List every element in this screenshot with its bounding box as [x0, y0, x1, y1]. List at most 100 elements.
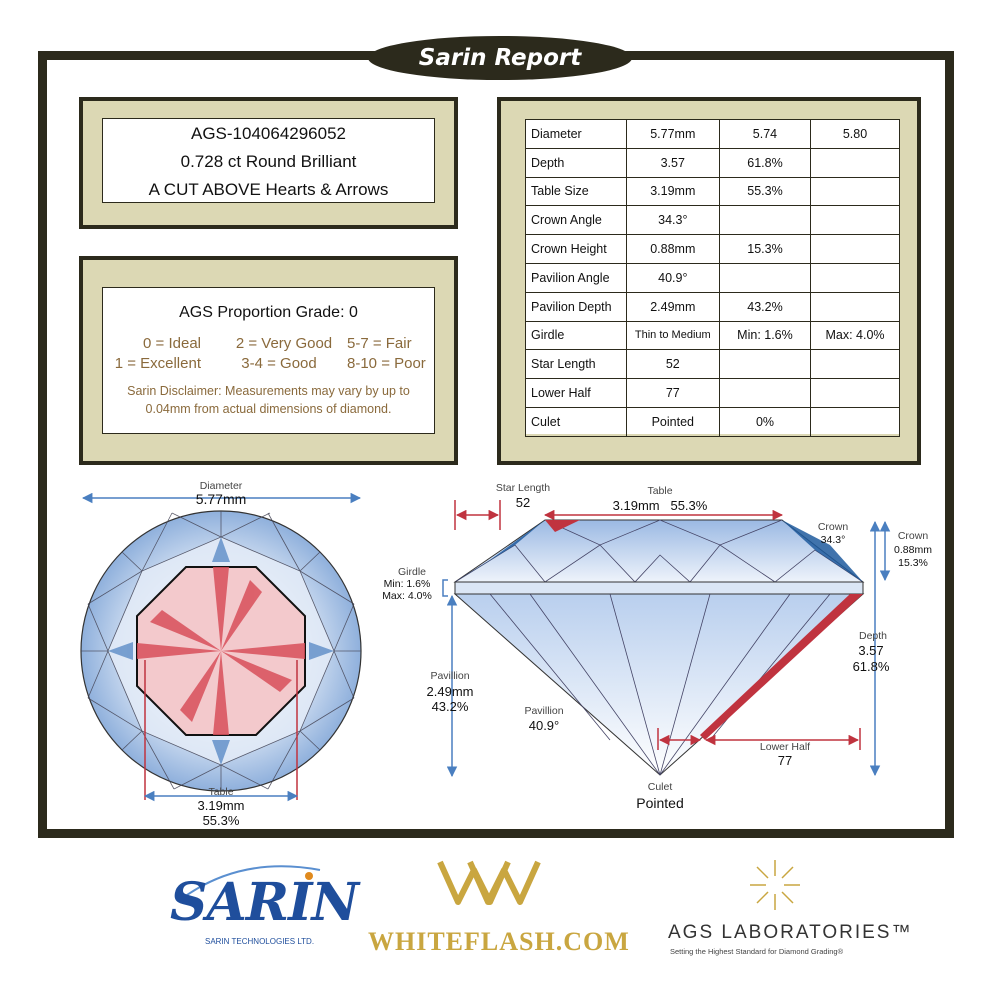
- whiteflash-emblem: [437, 860, 541, 905]
- grade-excellent: 1 = Excellent: [114, 355, 201, 372]
- top-table-pct: 55.3%: [202, 813, 240, 828]
- measurement-label: Diameter: [525, 119, 627, 149]
- measurement-value: 3.57: [625, 147, 720, 178]
- measurement-row: Table Size 3.19mm 55.3%: [525, 176, 900, 207]
- measurement-row: Girdle Thin to Medium Min: 1.6% Max: 4.0%: [525, 320, 900, 351]
- ags-sunburst-icon: [750, 860, 800, 910]
- girdle-min: Min: 1.6%: [383, 578, 431, 590]
- side-table-label: Table: [647, 485, 673, 497]
- measurement-value: [718, 349, 812, 380]
- measurement-value: 2.49mm: [625, 291, 720, 322]
- girdle-max: Max: 4.0%: [382, 590, 432, 602]
- disclaimer-line-1: Sarin Disclaimer: Measurements may vary …: [127, 384, 410, 398]
- measurement-row: Culet Pointed 0%: [525, 406, 900, 437]
- measurement-row: Lower Half 77: [525, 378, 900, 408]
- measurement-value: 5.80: [810, 119, 900, 149]
- grade-box: AGS Proportion Grade: 0 0 = Ideal 2 = Ve…: [102, 287, 435, 434]
- side-view-diamond: [453, 519, 865, 776]
- measurement-value: [810, 176, 900, 207]
- grade-fair: 5-7 = Fair: [347, 335, 412, 352]
- girdle-label: Girdle: [397, 566, 426, 578]
- measurement-row: Crown Height 0.88mm 15.3%: [525, 234, 900, 264]
- report-title: Sarin Report: [368, 36, 632, 80]
- sarin-disclaimer: Sarin Disclaimer: Measurements may vary …: [103, 382, 434, 418]
- pavilion-depth-pct: 43.2%: [431, 699, 469, 714]
- top-table-label: Table: [208, 786, 234, 798]
- measurement-value: Pointed: [625, 406, 720, 437]
- grade-scale-row-2: 1 = Excellent 3-4 = Good 8-10 = Poor: [103, 354, 434, 374]
- measurement-label: Culet: [525, 406, 627, 437]
- lower-half-label: Lower Half: [759, 741, 811, 753]
- sarin-swoosh-icon: [179, 865, 321, 901]
- carat-shape: 0.728 ct Round Brilliant: [180, 152, 357, 171]
- measurement-value: 43.2%: [718, 291, 812, 322]
- cut-name: A CUT ABOVE Hearts & Arrows: [148, 180, 389, 199]
- measurements-table: Diameter 5.77mm 5.74 5.80 Depth 3.57 61.8% Tabl…: [525, 119, 900, 437]
- measurement-value: 34.3°: [625, 205, 720, 236]
- star-length-label: Star Length: [495, 482, 551, 494]
- measurement-value: Min: 1.6%: [718, 320, 812, 351]
- star-length-value: 52: [515, 495, 531, 510]
- measurement-value: Thin to Medium: [625, 320, 720, 351]
- measurement-value: [810, 406, 900, 437]
- measurement-label: Pavilion Angle: [525, 262, 627, 293]
- grade-good: 3-4 = Good: [241, 355, 317, 372]
- grade-ideal: 0 = Ideal: [143, 335, 201, 352]
- crown-height-mm: 0.88mm: [894, 544, 932, 556]
- grade-very-good: 2 = Very Good: [235, 335, 333, 352]
- measurement-row: Pavilion Depth 2.49mm 43.2%: [525, 291, 900, 322]
- side-table-values: 3.19mm 55.3%: [612, 498, 708, 513]
- grade-scale-row-1: 0 = Ideal 2 = Very Good 5-7 = Fair: [103, 334, 434, 354]
- measurement-value: [810, 378, 900, 408]
- crown-height-label: Crown: [897, 530, 929, 542]
- girdle-bracket: [442, 579, 448, 597]
- lower-half-value: 77: [777, 753, 793, 768]
- measurement-label: Crown Angle: [525, 205, 627, 236]
- pavilion-depth-mm: 2.49mm: [426, 684, 474, 699]
- ags-tagline: Setting the Highest Standard for Diamond…: [670, 947, 844, 956]
- measurement-label: Table Size: [525, 176, 627, 207]
- depth-label: Depth: [858, 630, 888, 642]
- measurement-value: [810, 349, 900, 380]
- culet-label: Culet: [647, 781, 673, 793]
- crown-angle-value: 34.3°: [820, 534, 846, 546]
- crown-angle-label: Crown: [817, 521, 849, 533]
- measurement-value: 5.77mm: [625, 119, 720, 149]
- depth-pct: 61.8%: [852, 659, 890, 674]
- pavilion-angle-label: Pavillion: [524, 705, 564, 717]
- measurement-label: Lower Half: [525, 378, 627, 408]
- measurement-label: Girdle: [525, 320, 627, 351]
- measurement-value: 5.74: [718, 119, 812, 149]
- disclaimer-line-2: 0.04mm from actual dimensions of diamond…: [145, 402, 392, 416]
- measurement-row: Pavilion Angle 40.9°: [525, 262, 900, 293]
- measurement-value: [718, 205, 812, 236]
- measurement-value: [718, 262, 812, 293]
- measurement-label: Crown Height: [525, 234, 627, 264]
- top-table-mm: 3.19mm: [197, 798, 245, 813]
- measurement-row: Star Length 52: [525, 349, 900, 380]
- ags-logo: AGS LABORATORIES™: [668, 922, 913, 943]
- measurement-row: Diameter 5.77mm 5.74 5.80: [525, 119, 900, 149]
- measurement-row: Depth 3.57 61.8%: [525, 147, 900, 178]
- culet-value: Pointed: [636, 795, 684, 811]
- pavilion-angle-value: 40.9°: [528, 718, 560, 733]
- measurement-label: Depth: [525, 147, 627, 178]
- sarin-dot-icon: [305, 872, 313, 880]
- depth-value: 3.57: [858, 643, 884, 658]
- top-diameter-value: 5.77mm: [195, 491, 247, 507]
- measurement-value: 55.3%: [718, 176, 812, 207]
- sarin-logo: SARIN: [170, 872, 359, 933]
- measurement-value: 40.9°: [625, 262, 720, 293]
- measurement-value: 0.88mm: [625, 234, 720, 264]
- measurement-label: Pavilion Depth: [525, 291, 627, 322]
- identity-box: AGS-104064296052 0.728 ct Round Brillian…: [102, 118, 435, 203]
- pavilion-depth-label: Pavillion: [430, 670, 470, 682]
- top-diameter-label: Diameter: [199, 480, 243, 492]
- grade-poor: 8-10 = Poor: [347, 355, 426, 372]
- crown-height-pct: 15.3%: [898, 557, 928, 569]
- proportion-grade: AGS Proportion Grade: 0: [179, 304, 358, 321]
- report-number: AGS-104064296052: [190, 124, 347, 143]
- measurement-value: 0%: [718, 406, 812, 437]
- measurement-value: [810, 291, 900, 322]
